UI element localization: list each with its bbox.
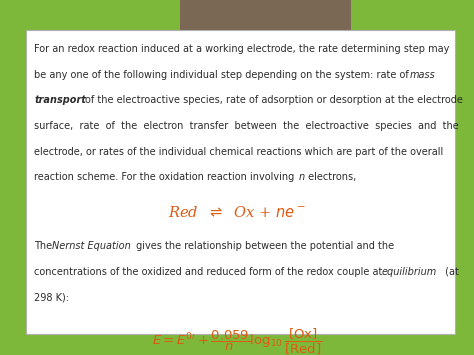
Text: electrode, or rates of the individual chemical reactions which are part of the o: electrode, or rates of the individual ch…: [34, 147, 443, 157]
Text: be any one of the following individual step depending on the system: rate of: be any one of the following individual s…: [34, 70, 412, 80]
Text: surface,  rate  of  the  electron  transfer  between  the  electroactive  specie: surface, rate of the electron transfer b…: [34, 121, 459, 131]
Text: reaction scheme. For the oxidation reaction involving: reaction scheme. For the oxidation react…: [34, 172, 298, 182]
FancyBboxPatch shape: [26, 30, 455, 334]
Text: Red  $\rightleftharpoons$  Ox + $ne^-$: Red $\rightleftharpoons$ Ox + $ne^-$: [168, 206, 306, 220]
Text: of the electroactive species, rate of adsorption or desorption at the electrode: of the electroactive species, rate of ad…: [85, 95, 463, 105]
Text: concentrations of the oxidized and reduced form of the redox couple at: concentrations of the oxidized and reduc…: [34, 267, 386, 277]
Text: electrons,: electrons,: [305, 172, 356, 182]
Text: $E = E^{0\prime} + \dfrac{0.059}{n}\log_{10}\dfrac{[\mathrm{Ox}]}{[\mathrm{Red}]: $E = E^{0\prime} + \dfrac{0.059}{n}\log_…: [152, 327, 322, 355]
Text: transport: transport: [34, 95, 86, 105]
Text: Nernst Equation: Nernst Equation: [52, 241, 131, 251]
Text: equilibrium: equilibrium: [382, 267, 438, 277]
Text: The: The: [34, 241, 55, 251]
FancyBboxPatch shape: [180, 0, 351, 43]
Text: (at: (at: [442, 267, 459, 277]
Text: gives the relationship between the potential and the: gives the relationship between the poten…: [133, 241, 394, 251]
Text: n: n: [299, 172, 305, 182]
Text: mass: mass: [410, 70, 436, 80]
Text: 298 K):: 298 K):: [34, 292, 69, 302]
Text: For an redox reaction induced at a working electrode, the rate determining step : For an redox reaction induced at a worki…: [34, 44, 449, 54]
